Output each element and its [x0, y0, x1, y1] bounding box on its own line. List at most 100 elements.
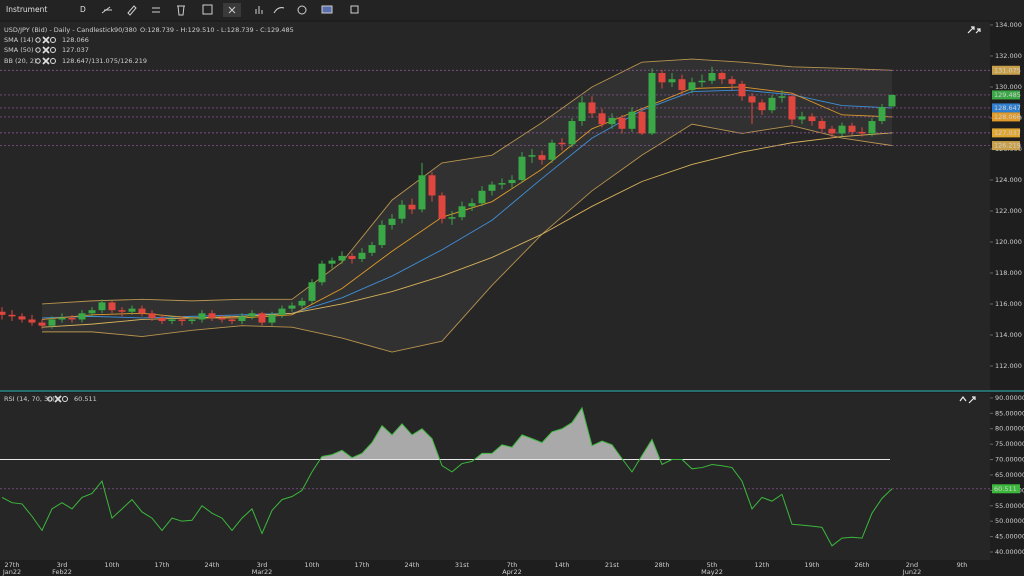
candle-body	[538, 155, 546, 160]
x-tick-day: 31st	[455, 561, 470, 569]
candle-body	[448, 217, 456, 219]
price-tag-label: 126.219	[994, 142, 1021, 150]
x-tick-day: 19th	[805, 561, 820, 569]
x-tick-day: 24th	[205, 561, 220, 569]
candle-body	[318, 263, 326, 283]
candle-body	[698, 80, 706, 83]
sma-50-legend-controls	[35, 46, 56, 54]
rsi-tick-label: 80.00000	[995, 425, 1024, 433]
bb-legend-controls	[35, 57, 56, 65]
bollinger-lower	[42, 123, 893, 353]
settings-tool[interactable]	[297, 5, 307, 15]
toolbar	[0, 0, 1024, 20]
candle-body	[258, 313, 266, 323]
rsi-tick-label: 65.00000	[995, 471, 1024, 479]
sma-14-line	[41, 86, 893, 320]
share-tool[interactable]	[273, 7, 285, 14]
rsi-legend-controls	[47, 395, 68, 403]
candle-body	[588, 102, 596, 114]
x-tick-day: 10th	[305, 561, 320, 569]
expand-icon	[967, 26, 981, 34]
candle-body	[858, 131, 866, 134]
candle-body	[398, 204, 406, 219]
candle-body	[208, 313, 216, 318]
close-icon	[42, 36, 50, 44]
candle-body	[678, 79, 686, 91]
candle-body	[618, 117, 626, 129]
draw-tool[interactable]	[101, 6, 112, 14]
candle-body	[138, 308, 146, 314]
chart-type[interactable]	[255, 6, 263, 14]
x-tick-day: 10th	[105, 561, 120, 569]
popout-tool[interactable]	[350, 5, 359, 14]
rsi-tag	[992, 484, 1020, 494]
eye-icon	[35, 58, 41, 64]
price-tag	[992, 65, 1020, 75]
language-flag[interactable]	[321, 5, 333, 14]
x-tick-month: Feb22	[52, 568, 72, 576]
x-tick-day: 2nd	[906, 561, 918, 569]
candle-body	[828, 128, 836, 134]
candle-body	[798, 116, 806, 120]
x-tick-day: 21st	[605, 561, 620, 569]
candle-body	[518, 156, 526, 180]
x-tick-day: 28th	[655, 561, 670, 569]
candle-body	[768, 97, 776, 111]
y-tick-label: 124.000	[995, 176, 1022, 184]
candle-body	[268, 314, 276, 323]
candle-body	[748, 96, 756, 103]
candle-body	[388, 218, 396, 225]
candle-body	[758, 102, 766, 111]
settings-icon	[50, 47, 56, 53]
measure-tool[interactable]	[127, 5, 137, 16]
candle-body	[118, 310, 126, 312]
chart-title: USD/JPY (Bid) - Daily - Candlestick	[4, 26, 115, 34]
panel-controls[interactable]	[959, 26, 981, 404]
price-tag-label: 131.075	[994, 66, 1021, 74]
price-tag	[992, 141, 1020, 151]
candle-body	[658, 72, 666, 83]
bb-legend-label: BB (20, 2)	[4, 57, 37, 65]
candle-body	[458, 206, 466, 218]
bb-legend-value: 128.647/131.075/126.219	[62, 57, 147, 65]
indicator-tool[interactable]	[152, 7, 160, 13]
candle-body	[58, 317, 66, 320]
candle-body	[188, 319, 196, 322]
toolbar-icons[interactable]	[101, 3, 359, 17]
candle-body	[348, 255, 356, 260]
x-tick-day: 7th	[507, 561, 518, 569]
rsi-tick-label: 70.00000	[995, 456, 1024, 464]
candle-body	[288, 305, 296, 309]
price-tag-label: 128.066	[994, 113, 1021, 121]
rsi-legend-label: RSI (14, 70, 30)	[4, 395, 55, 403]
y-tick-label: 122.000	[995, 207, 1022, 215]
candle-body	[708, 72, 716, 81]
rsi-line	[1, 406, 893, 547]
layout-tool[interactable]	[202, 4, 213, 15]
candle-body	[88, 310, 96, 314]
candle-body	[248, 313, 256, 317]
candle-body	[868, 121, 876, 134]
candle-body	[158, 317, 166, 322]
x-tick-month: Jun22	[902, 568, 921, 576]
instrument-menu[interactable]: Instrument	[6, 5, 47, 14]
rsi-tick-label: 85.00000	[995, 409, 1024, 417]
fit-icon[interactable]	[228, 6, 236, 14]
eye-icon	[47, 396, 53, 402]
candle-body	[838, 125, 846, 134]
candle-body	[818, 121, 826, 129]
x-tick-day: 17th	[155, 561, 170, 569]
delete-tool[interactable]	[177, 5, 185, 16]
settings-icon	[62, 396, 68, 402]
candle-body	[878, 107, 886, 122]
y-tick-label: 130.000	[995, 83, 1022, 91]
period-menu[interactable]: D	[80, 5, 86, 14]
x-tick-day: 5th	[707, 561, 718, 569]
sma-14-legend-value: 128.066	[62, 36, 89, 44]
y-tick-label: 134.000	[995, 21, 1022, 29]
candle-body	[598, 113, 606, 125]
y-tick-label: 120.000	[995, 238, 1022, 246]
expand-icon	[959, 396, 976, 404]
